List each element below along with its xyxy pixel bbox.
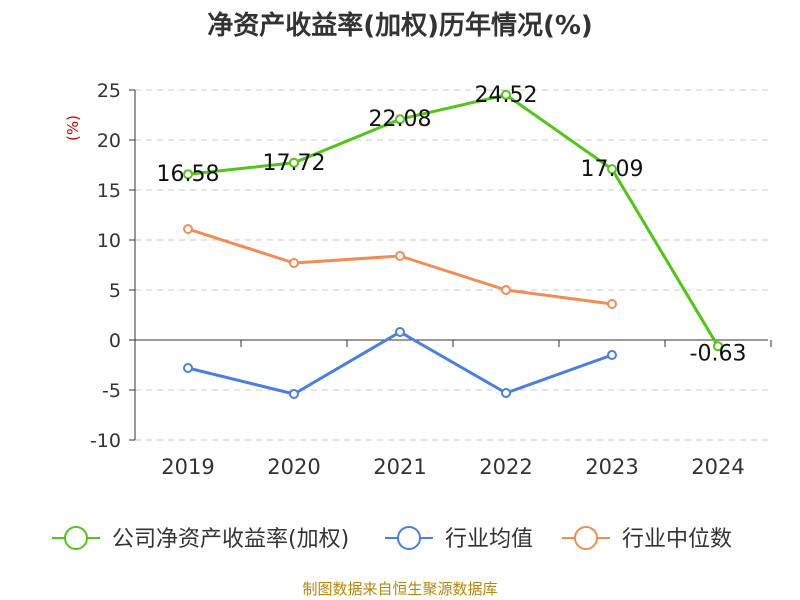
data-point [501, 89, 511, 100]
legend[interactable]: 公司净资产收益率(加权) 行业均值 行业中位数 [52, 526, 732, 552]
y-tick-label: 10 [97, 230, 121, 252]
data-point [183, 169, 193, 180]
y-tick-label: 5 [109, 280, 121, 302]
y-tick-label: 15 [97, 180, 121, 202]
legend-item[interactable]: 公司净资产收益率(加权) [52, 526, 349, 552]
data-label: 22.08 [369, 107, 432, 132]
data-point [183, 363, 193, 373]
series-layer [183, 89, 723, 399]
legend-item[interactable]: 行业中位数 [562, 526, 732, 552]
data-point [289, 258, 299, 268]
axes: 25 20 15 10 5 0 -5 -10 2019 2020 2021 2022 2023 2024 [90, 80, 772, 479]
x-tick-label: 2020 [267, 455, 320, 479]
data-point [289, 157, 299, 168]
data-label: 17.09 [581, 157, 644, 182]
source-note: 制图数据来自恒生聚源数据库 [302, 580, 497, 598]
legend-label: 行业中位数 [622, 527, 732, 552]
y-tick-label: -10 [90, 430, 121, 452]
legend-label: 公司净资产收益率(加权) [112, 527, 349, 552]
legend-label: 行业均值 [445, 527, 533, 552]
legend-marker [64, 526, 88, 550]
data-point [713, 341, 723, 352]
x-tick-label: 2019 [161, 455, 214, 479]
data-label: 17.72 [263, 151, 326, 176]
series-line [187, 93, 720, 348]
x-tick-label: 2021 [373, 455, 426, 479]
data-point [395, 251, 405, 261]
data-point [607, 299, 617, 309]
y-tick-label: 25 [97, 80, 121, 102]
data-label: 16.58 [157, 162, 220, 187]
legend-marker [574, 526, 598, 550]
chart-title: 净资产收益率(加权)历年情况(%) [207, 10, 593, 41]
grid [135, 89, 768, 441]
data-labels: 16.58 17.72 22.08 24.52 17.09 -0.63 [157, 83, 747, 366]
data-point [607, 164, 617, 175]
y-tick-label: -5 [102, 380, 121, 402]
legend-marker [397, 526, 421, 550]
x-tick-label: 2022 [479, 455, 532, 479]
x-tick-label: 2023 [585, 455, 638, 479]
data-point [501, 388, 511, 398]
data-point [289, 389, 299, 399]
x-tick-label: 2024 [691, 455, 744, 479]
series-line [187, 330, 613, 396]
data-point [395, 114, 405, 125]
data-point [395, 327, 405, 337]
legend-item[interactable]: 行业均值 [385, 526, 533, 552]
data-label: 24.52 [475, 83, 538, 108]
data-point [607, 350, 617, 360]
data-label: -0.63 [690, 341, 747, 366]
data-point [501, 285, 511, 295]
y-tick-label: 20 [97, 130, 121, 152]
y-tick-label: 0 [109, 330, 121, 352]
y-axis-label: (%) [64, 115, 82, 141]
data-point [183, 224, 193, 234]
